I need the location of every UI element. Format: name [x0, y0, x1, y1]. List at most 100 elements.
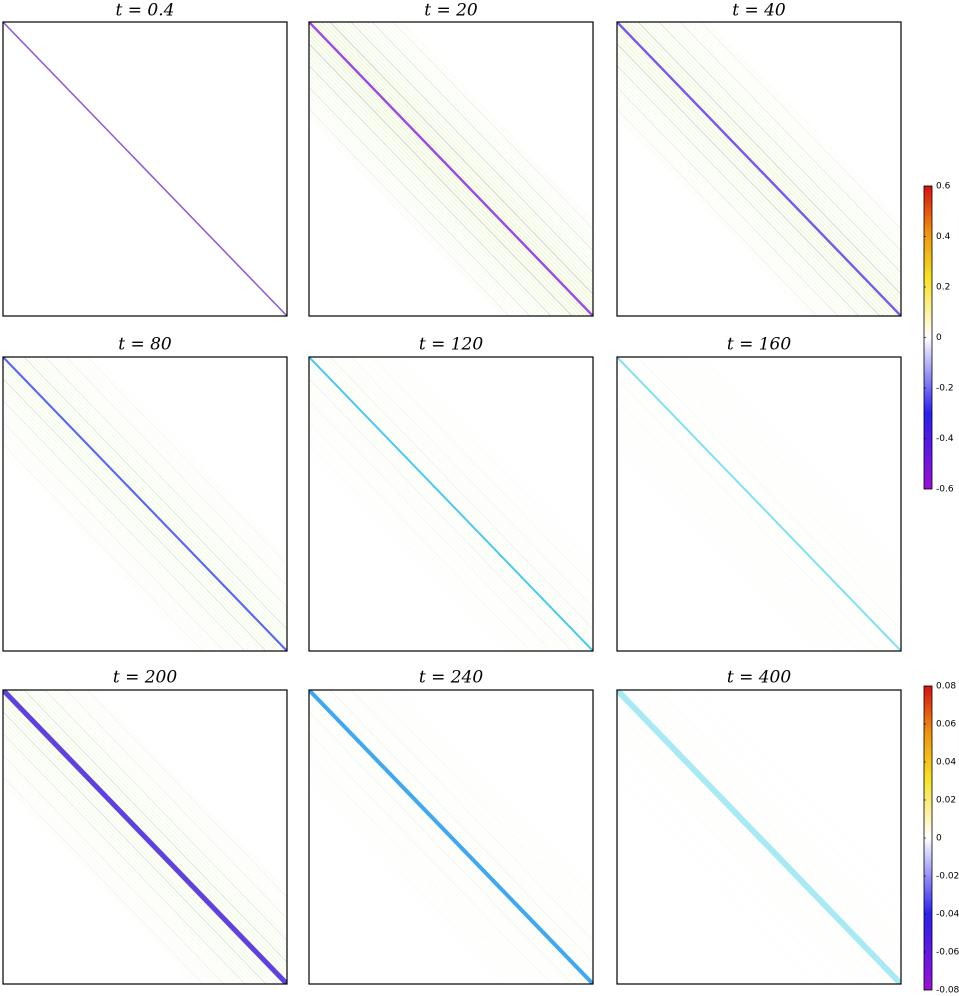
stripe: [65, 690, 287, 920]
stripe: [3, 710, 267, 984]
stripe: [621, 690, 905, 984]
stripe: [40, 357, 287, 614]
stripe: [634, 357, 918, 651]
stripe: [617, 59, 864, 316]
stripe: [617, 364, 894, 651]
stripe: [48, 690, 287, 938]
stripe: [620, 22, 901, 313]
stripe: [651, 690, 935, 984]
stripe: [309, 42, 573, 316]
stripe: [309, 103, 514, 316]
stripe: [309, 77, 539, 316]
stripe: [662, 22, 901, 270]
stripe: [3, 377, 267, 651]
stripe: [309, 368, 581, 651]
stripe: [333, 357, 593, 627]
stripe: [604, 690, 888, 984]
stripe: [333, 690, 593, 960]
stripe: [3, 727, 250, 984]
stripe: [354, 357, 593, 605]
stripe: [309, 94, 523, 316]
stripe: [329, 357, 593, 631]
stripe: [3, 447, 200, 651]
stripe: [246, 690, 530, 984]
stripe: [617, 112, 814, 316]
stripe: [617, 55, 868, 316]
stripe: [217, 357, 501, 651]
panel-title: t = 40: [732, 1, 786, 21]
heatmap: [558, 357, 956, 651]
stripe: [309, 33, 581, 316]
stripe: [579, 357, 863, 651]
stripe: [392, 22, 593, 231]
stripe: [3, 364, 280, 651]
stripe: [73, 357, 287, 579]
stripe: [600, 690, 884, 984]
stripe: [3, 762, 217, 984]
diagonal: [309, 22, 593, 316]
stripe: [15, 357, 287, 640]
stripe: [221, 690, 505, 984]
stripe: [617, 73, 852, 316]
stripe: [52, 357, 287, 600]
stripe: [27, 690, 287, 960]
stripe: [354, 22, 593, 270]
stripe: [651, 357, 935, 651]
stripe: [617, 29, 894, 316]
colorbar-tick-label: -0.08: [936, 986, 959, 996]
stripe: [3, 741, 238, 984]
stripe: [637, 22, 901, 296]
stripe: [609, 690, 893, 984]
panel-title: t = 80: [118, 335, 172, 355]
stripe: [217, 690, 501, 984]
stripe: [309, 59, 556, 316]
stripe: [61, 690, 287, 925]
stripe: [367, 22, 593, 257]
stripe: [309, 360, 590, 651]
stripe: [583, 357, 867, 651]
stripe: [629, 22, 901, 305]
stripe: [638, 690, 922, 984]
stripe: [3, 412, 233, 651]
stripe: [44, 690, 287, 942]
colorbar-tick-label: -0.06: [936, 948, 959, 958]
stripe: [384, 22, 593, 239]
stripe: [558, 357, 842, 651]
stripe: [238, 690, 522, 984]
stripe: [672, 357, 956, 651]
stripe: [23, 690, 287, 964]
stripe: [368, 690, 652, 984]
stripe: [358, 357, 593, 600]
heatmap: [309, 22, 593, 316]
stripe: [3, 416, 229, 651]
heatmap: [3, 357, 287, 651]
stripe: [708, 22, 901, 222]
stripe: [596, 357, 880, 651]
stripe: [617, 107, 818, 316]
stripe: [634, 690, 918, 984]
panel-frame: [2, 21, 288, 317]
stripe: [225, 690, 509, 984]
diagonal: [309, 690, 593, 984]
stripe: [3, 719, 259, 984]
stripe: [325, 22, 593, 300]
stripe: [3, 381, 263, 651]
stripe: [346, 690, 593, 947]
stripe: [638, 357, 922, 651]
stripe: [372, 357, 656, 651]
stripe: [309, 38, 577, 316]
stripe: [350, 357, 593, 609]
stripe: [617, 38, 885, 316]
stripe: [61, 357, 287, 592]
stripe: [617, 51, 873, 316]
stripe: [617, 33, 889, 316]
stripe: [3, 438, 208, 651]
stripe: [329, 22, 593, 296]
stripe: [229, 357, 513, 651]
diagonal: [617, 690, 901, 984]
stripe: [242, 357, 526, 651]
stripe: [19, 357, 287, 635]
stripe: [613, 690, 897, 984]
stripe: [316, 690, 593, 977]
stripe: [617, 42, 881, 316]
